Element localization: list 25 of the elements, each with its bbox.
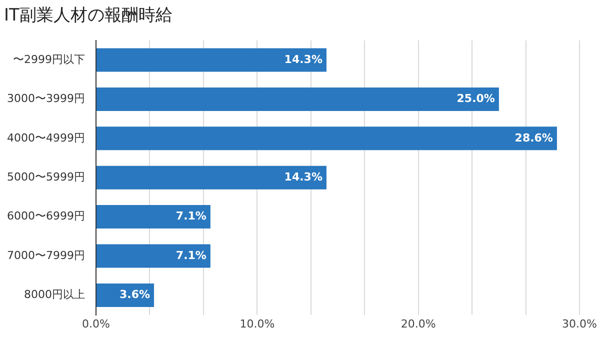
data-label: 7.1% [176,248,206,262]
x-tick-label: 10.0% [240,317,275,330]
bar [96,126,557,150]
bar [96,205,210,229]
y-tick-label: 8000円以上 [24,288,85,302]
data-label: 14.3% [284,170,322,184]
data-label: 14.3% [284,52,322,66]
data-label: 28.6% [514,131,553,144]
x-tick-label: 20.0% [400,317,436,330]
y-tick-label: 7000〜7999円 [6,248,85,262]
chart-title: IT副業人材の報酬時給 [4,6,172,26]
y-tick-label: 6000〜6999円 [6,210,85,223]
y-tick-label: 〜2999円以下 [12,52,85,66]
bar [96,244,210,268]
y-tick-label: 5000〜5999円 [6,170,85,184]
data-label: 7.1% [176,210,206,223]
bar [96,87,499,111]
data-label: 3.6% [119,288,150,302]
x-tick-label: 0.0% [82,317,110,330]
y-tick-label: 3000〜3999円 [6,92,85,106]
data-label: 25.0% [456,92,495,106]
y-tick-label: 4000〜4999円 [6,131,85,144]
bar [96,166,326,190]
x-tick-label: 30.0% [562,317,598,330]
bar [96,48,326,72]
